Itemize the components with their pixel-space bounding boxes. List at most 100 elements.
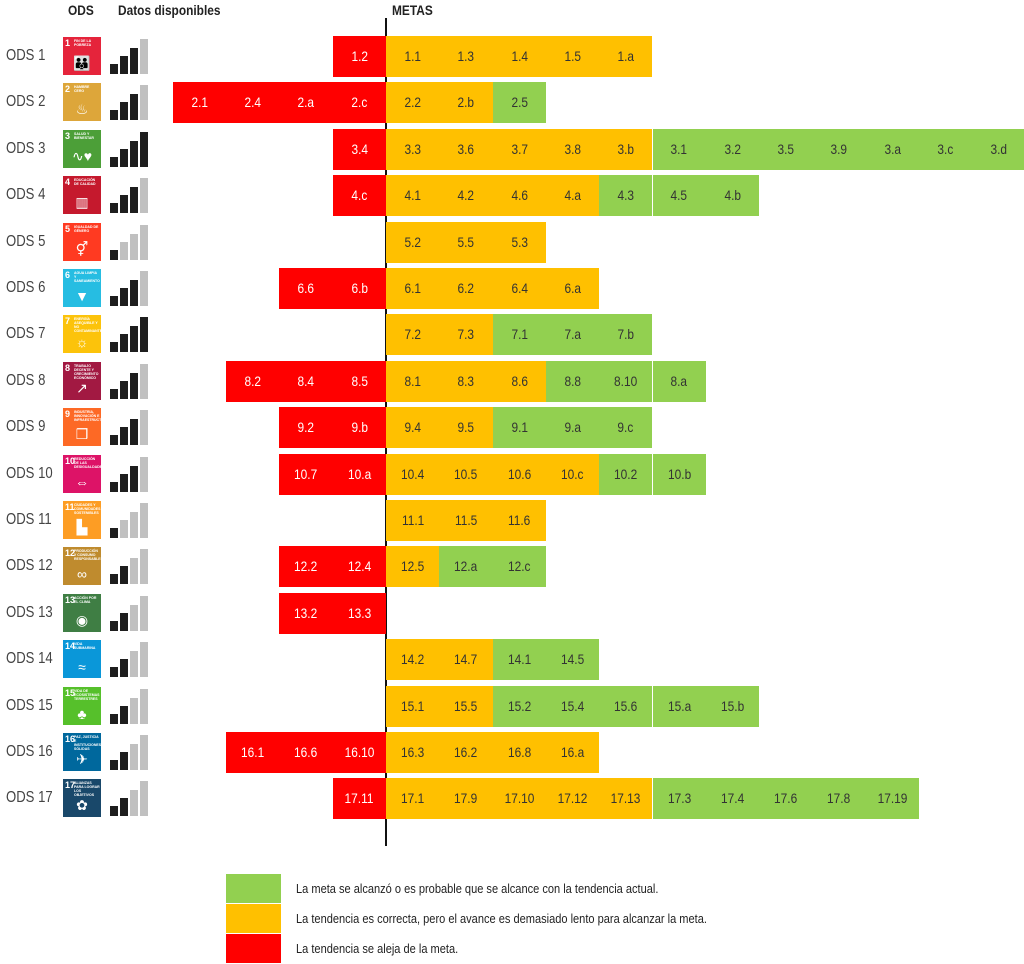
target-cell-orange: 17.10 <box>492 778 546 820</box>
goal-number: 5 <box>65 223 71 234</box>
goal-title: EDUCACIÓN DE CALIDAD <box>74 178 96 187</box>
target-cell-orange: 1.4 <box>492 36 546 77</box>
target-label: 14.1 <box>507 651 531 668</box>
target-cell-orange: 6.1 <box>386 268 440 309</box>
availability-bar <box>140 735 148 770</box>
target-label: 5.5 <box>457 233 475 250</box>
data-availability-bars <box>110 84 152 121</box>
goal-logo: 8 TRABAJO DECENTE Y CRECIMIENTO ECONÓMICO… <box>63 361 101 400</box>
target-label: 15.5 <box>454 697 478 714</box>
data-availability-bars <box>110 641 152 678</box>
availability-bar <box>130 790 138 817</box>
legend-swatch-red <box>226 934 281 963</box>
availability-bar <box>130 326 138 353</box>
target-label: 9.5 <box>457 419 475 436</box>
availability-bar <box>130 558 138 585</box>
goal-row: ODS 5 5 IGUALDAD DE GÉNERO ⚥ 5.2 5.5 5.3 <box>0 221 1024 263</box>
target-cell-green: 3.d <box>972 128 1024 170</box>
target-label: 15.a <box>667 697 691 714</box>
availability-bar <box>130 419 138 446</box>
availability-bar <box>130 697 138 724</box>
goal-logo: 1 FIN DE LA POBREZA 👪 <box>63 37 101 75</box>
goal-title: ALIANZAS PARA LOGRAR LOS OBJETIVOS <box>74 781 100 798</box>
target-cell-orange: 3.6 <box>439 128 493 170</box>
target-label: 4.1 <box>404 187 421 204</box>
target-cell-red: 9.2 <box>279 407 333 449</box>
goal-number: 8 <box>65 362 71 373</box>
target-cell-orange: 11.6 <box>492 500 546 541</box>
goal-title: PRODUCCIÓN Y CONSUMO RESPONSABLES <box>74 549 101 562</box>
target-label: 17.3 <box>667 790 691 807</box>
target-cell-red: 9.b <box>332 407 386 449</box>
data-availability-bars <box>110 595 152 631</box>
goal-number: 11 <box>65 502 75 512</box>
target-label: 9.b <box>351 419 368 436</box>
availability-bar <box>120 148 128 167</box>
availability-bar <box>130 604 138 631</box>
goal-logo: 12 PRODUCCIÓN Y CONSUMO RESPONSABLES ∞ <box>63 547 101 586</box>
data-availability-bars <box>110 502 152 538</box>
target-cell-red: 8.5 <box>332 360 386 402</box>
goal-logo: 14 VIDA SUBMARINA ≈ <box>63 640 101 679</box>
target-label: 3.5 <box>777 140 795 157</box>
data-availability-bars <box>110 224 152 260</box>
target-cell-orange: 7.2 <box>386 314 440 356</box>
target-cell-green: 10.2 <box>599 453 653 495</box>
target-cell-orange: 1.1 <box>386 36 440 77</box>
target-label: 3.7 <box>510 140 528 157</box>
target-label: 8.6 <box>510 372 528 389</box>
target-label: 4.6 <box>510 187 528 204</box>
target-cell-green: 2.5 <box>492 82 546 124</box>
target-cell-orange: 10.6 <box>492 453 546 495</box>
target-cell-orange: 11.1 <box>386 500 440 541</box>
goal-title: ACCIÓN POR EL CLIMA <box>74 595 97 604</box>
availability-bar <box>140 456 148 492</box>
target-label: 3.d <box>990 140 1008 157</box>
bowl-icon: ♨ <box>75 101 89 118</box>
target-cell-orange: 4.2 <box>439 175 493 217</box>
eye-globe-icon: ◉ <box>75 611 89 628</box>
target-label: 10.2 <box>614 465 638 482</box>
target-cell-orange: 8.3 <box>439 360 493 402</box>
goal-label: ODS 3 <box>6 139 46 157</box>
goal-logo: 17 ALIANZAS PARA LOGRAR LOS OBJETIVOS ✿ <box>63 779 101 818</box>
header-ods: ODS <box>68 2 94 18</box>
target-label: 17.12 <box>557 790 588 807</box>
goal-number: 6 <box>65 270 71 280</box>
availability-bar <box>120 380 128 399</box>
target-label: 6.a <box>564 280 581 296</box>
target-label: 1.3 <box>457 48 475 64</box>
target-label: 3.a <box>884 140 901 157</box>
target-label: 2.b <box>457 94 475 111</box>
availability-bar <box>110 435 118 446</box>
target-label: 12.c <box>507 558 531 575</box>
target-cell-green: 15.b <box>705 685 760 727</box>
goal-number: 15 <box>65 687 76 698</box>
goal-logo: 2 HAMBRE CERO ♨ <box>63 83 101 122</box>
goal-number: 16 <box>65 734 76 744</box>
target-cell-green: 4.5 <box>652 175 706 217</box>
target-cell-red: 13.3 <box>332 592 386 634</box>
availability-bar <box>140 549 148 585</box>
target-cell-green: 3.2 <box>705 128 760 170</box>
people-icon: 👪 <box>73 55 91 71</box>
target-cell-red: 16.10 <box>332 732 386 773</box>
target-cell-green: 9.1 <box>492 407 546 449</box>
target-label: 1.5 <box>564 48 581 64</box>
data-availability-bars <box>110 177 152 214</box>
target-label: 9.4 <box>404 419 421 436</box>
target-label: 7.a <box>564 326 581 343</box>
target-label: 16.10 <box>344 744 375 760</box>
dove-icon: ✈ <box>76 751 88 767</box>
availability-bar <box>120 520 128 538</box>
target-cell-green: 17.6 <box>759 778 813 820</box>
sun-icon: ☼ <box>75 334 89 351</box>
goal-number: 14 <box>65 641 76 652</box>
target-cell-red: 16.1 <box>226 732 280 773</box>
goal-label: ODS 11 <box>6 511 52 528</box>
availability-bar <box>110 249 118 260</box>
target-cell-orange: 6.4 <box>492 268 546 309</box>
goal-logo: 16 PAZ, JUSTICIA E INSTITUCIONES SÓLIDAS ✈ <box>63 733 101 771</box>
